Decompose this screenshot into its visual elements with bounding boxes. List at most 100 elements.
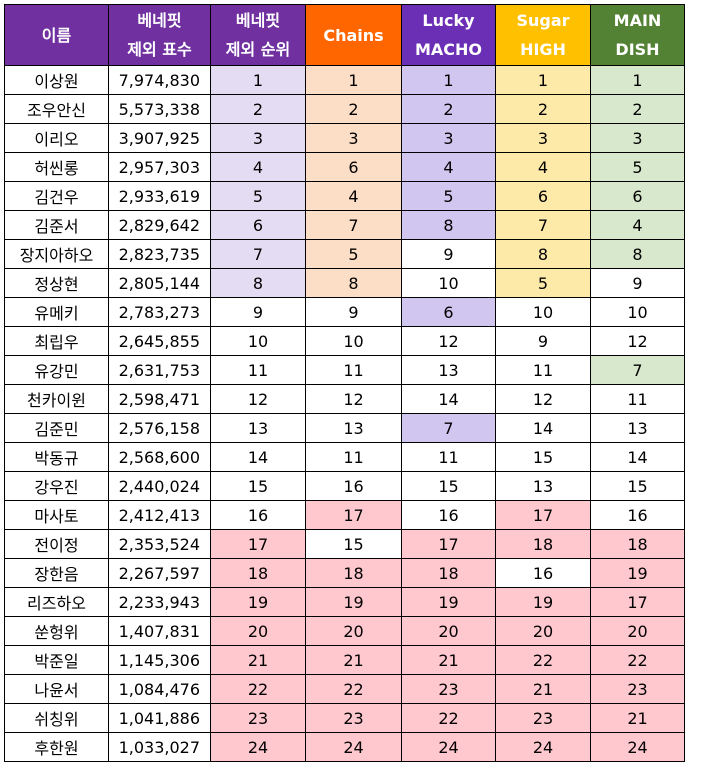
- cell-rank: 16: [210, 500, 306, 530]
- cell-main: 21: [590, 703, 685, 733]
- cell-rank: 18: [210, 558, 306, 588]
- cell-lucky: 15: [401, 471, 496, 501]
- cell-name: 박준일: [4, 645, 109, 675]
- cell-chains: 10: [305, 326, 402, 356]
- cell-chains: 11: [305, 442, 402, 472]
- cell-main: 1: [590, 65, 685, 95]
- table-row: 유메키 2,783,273 9 9 6 10 10: [4, 297, 685, 327]
- cell-lucky: 24: [401, 732, 496, 762]
- cell-name: 쉬칭위: [4, 703, 109, 733]
- cell-rank: 11: [210, 355, 306, 385]
- cell-lucky: 12: [401, 326, 496, 356]
- cell-main: 20: [590, 616, 685, 646]
- cell-votes: 1,407,831: [108, 616, 211, 646]
- cell-rank: 9: [210, 297, 306, 327]
- cell-votes: 1,033,027: [108, 732, 211, 762]
- cell-name: 김건우: [4, 181, 109, 211]
- cell-main: 6: [590, 181, 685, 211]
- cell-chains: 12: [305, 384, 402, 414]
- cell-name: 최립우: [4, 326, 109, 356]
- cell-lucky: 2: [401, 94, 496, 124]
- cell-chains: 3: [305, 123, 402, 153]
- cell-main: 12: [590, 326, 685, 356]
- cell-sugar: 13: [495, 471, 591, 501]
- cell-sugar: 12: [495, 384, 591, 414]
- cell-main: 7: [590, 355, 685, 385]
- cell-votes: 2,353,524: [108, 529, 211, 559]
- cell-votes: 5,573,338: [108, 94, 211, 124]
- cell-lucky: 6: [401, 297, 496, 327]
- table-row: 쉬칭위 1,041,886 23 23 22 23 21: [4, 703, 685, 733]
- cell-rank: 22: [210, 674, 306, 704]
- cell-rank: 23: [210, 703, 306, 733]
- cell-name: 나윤서: [4, 674, 109, 704]
- cell-chains: 18: [305, 558, 402, 588]
- cell-votes: 2,631,753: [108, 355, 211, 385]
- table-row: 이리오 3,907,925 3 3 3 3 3: [4, 123, 685, 153]
- cell-votes: 2,568,600: [108, 442, 211, 472]
- cell-name: 천카이윈: [4, 384, 109, 414]
- cell-main: 4: [590, 210, 685, 240]
- header-rank: 베네핏 제외 순위: [210, 4, 306, 66]
- cell-main: 17: [590, 587, 685, 617]
- cell-chains: 9: [305, 297, 402, 327]
- cell-name: 이상원: [4, 65, 109, 95]
- cell-chains: 17: [305, 500, 402, 530]
- cell-sugar: 20: [495, 616, 591, 646]
- table-row: 나윤서 1,084,476 22 22 23 21 23: [4, 674, 685, 704]
- header-name: 이름: [4, 4, 109, 66]
- cell-sugar: 21: [495, 674, 591, 704]
- cell-lucky: 22: [401, 703, 496, 733]
- cell-name: 쑨헝위: [4, 616, 109, 646]
- cell-rank: 7: [210, 239, 306, 269]
- cell-votes: 2,805,144: [108, 268, 211, 298]
- cell-rank: 6: [210, 210, 306, 240]
- cell-sugar: 17: [495, 500, 591, 530]
- cell-chains: 11: [305, 355, 402, 385]
- cell-chains: 19: [305, 587, 402, 617]
- table-row: 정상현 2,805,144 8 8 10 5 9: [4, 268, 685, 298]
- cell-name: 조우안신: [4, 94, 109, 124]
- table-row: 김준서 2,829,642 6 7 8 7 4: [4, 210, 685, 240]
- cell-rank: 21: [210, 645, 306, 675]
- table-row: 최립우 2,645,855 10 10 12 9 12: [4, 326, 685, 356]
- cell-lucky: 10: [401, 268, 496, 298]
- cell-name: 이리오: [4, 123, 109, 153]
- cell-rank: 12: [210, 384, 306, 414]
- cell-name: 강우진: [4, 471, 109, 501]
- cell-name: 리즈하오: [4, 587, 109, 617]
- cell-lucky: 19: [401, 587, 496, 617]
- cell-main: 19: [590, 558, 685, 588]
- table-row: 후한원 1,033,027 24 24 24 24 24: [4, 732, 685, 762]
- cell-votes: 2,440,024: [108, 471, 211, 501]
- cell-sugar: 10: [495, 297, 591, 327]
- cell-rank: 15: [210, 471, 306, 501]
- cell-votes: 2,645,855: [108, 326, 211, 356]
- table-row: 허씬롱 2,957,303 4 6 4 4 5: [4, 152, 685, 182]
- cell-sugar: 9: [495, 326, 591, 356]
- header-votes: 베네핏 제외 표수: [108, 4, 211, 66]
- cell-rank: 20: [210, 616, 306, 646]
- cell-votes: 2,598,471: [108, 384, 211, 414]
- cell-chains: 20: [305, 616, 402, 646]
- table-row: 김건우 2,933,619 5 4 5 6 6: [4, 181, 685, 211]
- cell-lucky: 21: [401, 645, 496, 675]
- cell-chains: 2: [305, 94, 402, 124]
- table-row: 전이정 2,353,524 17 15 17 18 18: [4, 529, 685, 559]
- cell-main: 24: [590, 732, 685, 762]
- cell-sugar: 23: [495, 703, 591, 733]
- cell-rank: 19: [210, 587, 306, 617]
- cell-name: 장한음: [4, 558, 109, 588]
- cell-sugar: 6: [495, 181, 591, 211]
- cell-lucky: 13: [401, 355, 496, 385]
- cell-votes: 2,829,642: [108, 210, 211, 240]
- cell-main: 5: [590, 152, 685, 182]
- cell-sugar: 4: [495, 152, 591, 182]
- cell-sugar: 19: [495, 587, 591, 617]
- cell-main: 16: [590, 500, 685, 530]
- cell-lucky: 20: [401, 616, 496, 646]
- cell-votes: 2,412,413: [108, 500, 211, 530]
- cell-lucky: 1: [401, 65, 496, 95]
- cell-lucky: 3: [401, 123, 496, 153]
- cell-rank: 13: [210, 413, 306, 443]
